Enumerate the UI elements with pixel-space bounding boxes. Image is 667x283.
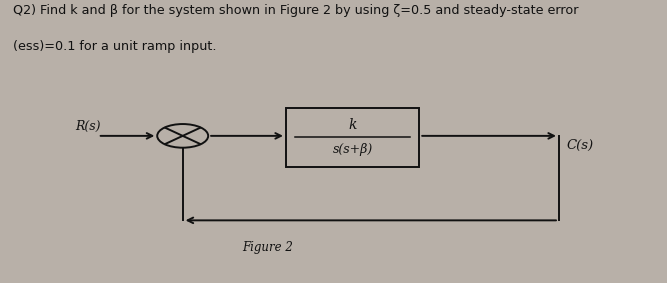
Bar [286, 108, 420, 167]
Text: Q2) Find k and β for the system shown in Figure 2 by using ζ=0.5 and steady-stat: Q2) Find k and β for the system shown in… [13, 3, 578, 16]
Text: k: k [348, 119, 357, 132]
Text: (ess)=0.1 for a unit ramp input.: (ess)=0.1 for a unit ramp input. [13, 40, 216, 53]
Text: Figure 2: Figure 2 [242, 241, 293, 254]
Text: R(s): R(s) [75, 119, 101, 132]
Text: s(s+β): s(s+β) [332, 143, 373, 156]
Text: C(s): C(s) [566, 139, 593, 152]
